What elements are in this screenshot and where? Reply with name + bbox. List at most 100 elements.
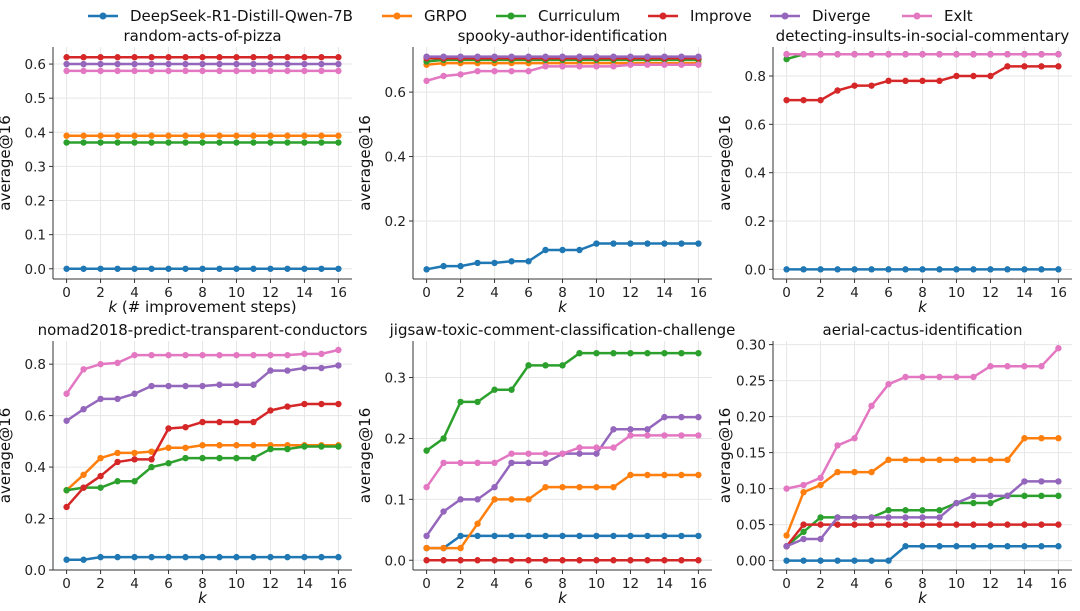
data-point <box>868 82 875 89</box>
x-tick-label: 2 <box>816 285 825 301</box>
x-tick-label: 0 <box>62 576 71 592</box>
x-tick-label: 6 <box>884 576 893 592</box>
x-axis-label: k <box>558 298 568 316</box>
data-point <box>318 443 325 450</box>
data-point <box>868 514 875 521</box>
data-point <box>114 132 121 139</box>
series-deepseek-r1-distill-qwen-7b <box>63 265 342 272</box>
data-point <box>783 55 790 63</box>
x-tick-label: 8 <box>558 285 567 301</box>
data-point <box>114 60 121 68</box>
data-point <box>131 139 138 146</box>
data-point <box>800 528 807 536</box>
y-tick-label: 0.3 <box>385 371 406 387</box>
data-point <box>508 450 515 457</box>
data-point <box>131 390 138 397</box>
data-point <box>817 514 824 521</box>
x-tick-label: 6 <box>524 576 533 592</box>
data-point <box>919 521 926 528</box>
x-tick-label: 8 <box>198 285 207 301</box>
data-point <box>885 521 892 528</box>
y-tick-label: 0.6 <box>385 85 406 101</box>
series-exit <box>423 61 702 85</box>
data-point <box>987 266 994 273</box>
data-point <box>885 507 892 514</box>
data-point <box>233 454 240 462</box>
x-axis-label: k <box>918 298 928 316</box>
data-point <box>970 456 977 464</box>
data-point <box>199 139 206 146</box>
x-tick-label: 16 <box>1050 576 1067 592</box>
data-point <box>440 72 447 80</box>
data-point <box>902 266 909 273</box>
data-point <box>148 54 155 61</box>
data-point <box>851 266 858 273</box>
data-point <box>1055 435 1062 442</box>
data-point <box>695 349 702 357</box>
data-point <box>593 444 600 451</box>
data-point <box>457 532 464 540</box>
data-point <box>610 444 617 451</box>
data-point <box>678 349 685 357</box>
data-point <box>216 418 223 426</box>
data-point <box>148 265 155 272</box>
data-point <box>525 450 532 457</box>
data-point <box>250 553 257 561</box>
data-point <box>953 456 960 464</box>
x-tick-label: 16 <box>690 285 707 301</box>
data-point <box>627 426 634 433</box>
y-tick-label: 0.05 <box>736 518 766 534</box>
data-point <box>1021 478 1028 485</box>
y-tick-label: 0.5 <box>25 91 46 107</box>
data-point <box>97 132 104 139</box>
data-point <box>233 553 240 561</box>
data-point <box>114 395 121 403</box>
data-point <box>800 96 807 104</box>
data-point <box>919 507 926 514</box>
data-point <box>678 532 685 540</box>
data-point <box>902 456 909 464</box>
data-point <box>267 367 274 374</box>
data-point <box>284 553 291 561</box>
data-point <box>457 544 464 552</box>
data-point <box>63 132 70 139</box>
data-point <box>800 51 807 58</box>
data-point <box>474 67 481 75</box>
data-point <box>131 54 138 61</box>
legend-item: GRPO <box>382 7 467 25</box>
data-point <box>783 557 790 564</box>
data-point <box>267 67 274 75</box>
data-point <box>834 468 841 476</box>
data-point <box>1021 435 1028 442</box>
data-point <box>80 54 87 61</box>
data-point <box>851 468 858 476</box>
data-point <box>644 61 651 68</box>
data-point <box>284 445 291 453</box>
data-point <box>301 60 308 68</box>
data-point <box>783 543 790 550</box>
data-point <box>593 557 600 564</box>
data-point <box>165 265 172 272</box>
data-point <box>919 514 926 521</box>
x-tick-label: 0 <box>782 576 791 592</box>
series-curriculum <box>423 349 702 454</box>
data-point <box>474 520 481 527</box>
data-point <box>1004 456 1011 464</box>
data-point <box>148 448 155 455</box>
data-point <box>661 61 668 68</box>
data-point <box>851 82 858 89</box>
data-point <box>695 432 702 439</box>
data-point <box>542 459 549 467</box>
legend-marker <box>659 12 667 20</box>
data-point <box>508 258 515 265</box>
data-point <box>559 483 566 491</box>
data-point <box>817 96 824 104</box>
data-point <box>610 240 617 247</box>
x-tick-label: 12 <box>622 285 639 301</box>
y-tick-label: 0.6 <box>745 117 766 133</box>
x-tick-label: 8 <box>918 285 927 301</box>
legend-label: ExIt <box>944 7 973 25</box>
data-point <box>457 262 464 270</box>
y-tick-label: 0.1 <box>25 228 46 244</box>
data-point <box>525 496 532 503</box>
